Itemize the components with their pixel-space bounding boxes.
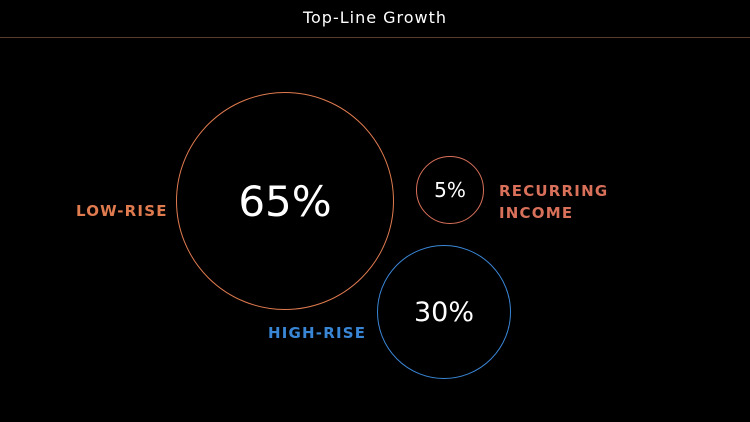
bubble-low-rise: 65% (176, 92, 394, 310)
bubble-value-recurring-income: 5% (434, 178, 466, 202)
page-title: Top-Line Growth (302, 8, 448, 27)
bubble-high-rise: 30% (377, 245, 511, 379)
bubble-recurring-income: 5% (416, 156, 484, 224)
bubble-value-low-rise: 65% (238, 176, 332, 226)
label-recurring-income: RECURRING INCOME (499, 182, 609, 222)
label-high-rise: HIGH-RISE (268, 324, 367, 342)
label-low-rise: LOW-RISE (76, 202, 168, 220)
bubble-value-high-rise: 30% (413, 296, 474, 328)
header-bar: Top-Line Growth (0, 0, 750, 38)
